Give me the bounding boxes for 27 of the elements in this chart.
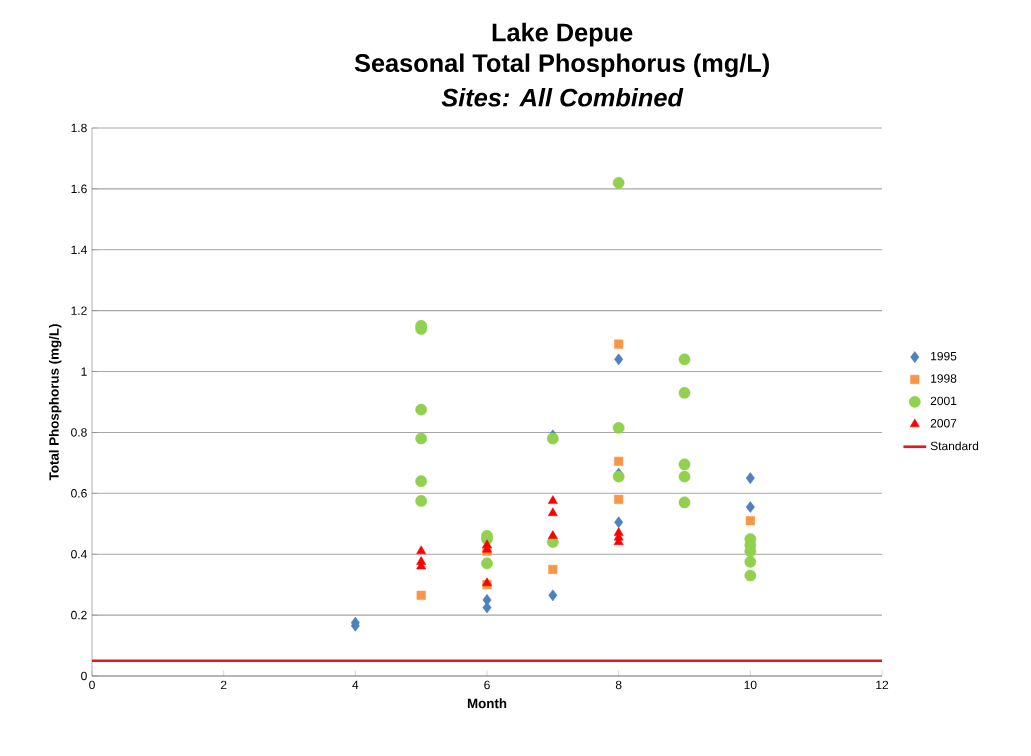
x-tick-label: 8 xyxy=(615,680,622,690)
y-tick-label: 1.2 xyxy=(71,306,87,315)
x-tick-label: 2 xyxy=(220,680,227,690)
legend-label: 1995 xyxy=(931,351,957,361)
x-axis-title: Month xyxy=(467,698,507,709)
y-tick-label: 0.4 xyxy=(71,549,87,559)
x-tick-label: 4 xyxy=(352,680,359,689)
y-tick-label: 1.8 xyxy=(71,123,87,133)
y-tick-label: 0.2 xyxy=(71,610,87,620)
legend-label: 1998 xyxy=(931,374,957,383)
text: Sites: All Combined xyxy=(441,88,684,107)
chart-subtitle: Seasonal Total Phosphorus (mg/L) xyxy=(354,53,769,78)
y-tick-label: 0.8 xyxy=(71,428,87,437)
y-tick-label: 1 xyxy=(81,367,87,376)
legend-label: 2001 xyxy=(930,396,957,406)
x-tick-label: 6 xyxy=(484,680,490,690)
y-tick-label: 1.6 xyxy=(71,184,87,194)
y-axis-title: Total Phosphorus (mg/L) xyxy=(48,324,62,481)
x-tick-label: 10 xyxy=(744,680,757,690)
y-tick-label: 0 xyxy=(81,671,87,681)
legend-label: Standard xyxy=(930,441,979,451)
x-tick-label: 12 xyxy=(876,680,889,690)
chart-title: Lake Depue xyxy=(492,22,633,47)
x-tick-label: 0 xyxy=(89,680,95,690)
legend-label: 2007 xyxy=(930,419,957,428)
y-tick-label: 0.6 xyxy=(71,489,87,498)
y-tick-label: 1.4 xyxy=(71,245,87,254)
